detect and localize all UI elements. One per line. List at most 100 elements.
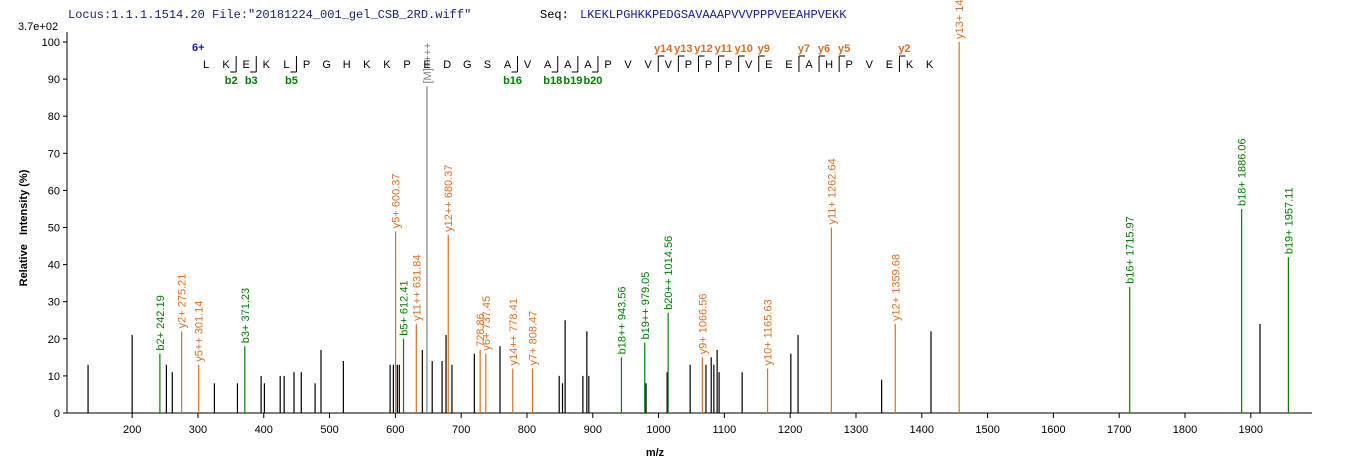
y-ion-label: y14 bbox=[654, 43, 673, 55]
x-tick-label: 1200 bbox=[778, 424, 802, 436]
residue: E bbox=[785, 59, 792, 71]
x-tick-label: 500 bbox=[320, 424, 338, 436]
scale-label: 3.7e+02 bbox=[18, 21, 58, 33]
x-tick-label: 1400 bbox=[910, 424, 934, 436]
residue: V bbox=[665, 59, 673, 71]
residue: L bbox=[283, 59, 289, 71]
x-tick-label: 600 bbox=[386, 424, 404, 436]
x-axis-label: m/z bbox=[646, 447, 665, 459]
y-tick-label: 90 bbox=[48, 74, 60, 86]
peak-label: b18+ 1886.06 bbox=[1237, 138, 1249, 206]
residue: V bbox=[866, 59, 874, 71]
peak-label: b3+ 371.23 bbox=[240, 288, 252, 343]
residue: K bbox=[363, 59, 371, 71]
x-tick-label: 200 bbox=[123, 424, 141, 436]
residue: V bbox=[645, 59, 653, 71]
residue: P bbox=[685, 59, 692, 71]
x-tick-label: 1000 bbox=[646, 424, 670, 436]
residue: K bbox=[926, 59, 934, 71]
y-tick-label: 70 bbox=[48, 148, 60, 160]
residue: V bbox=[624, 59, 632, 71]
y-ion-label: y7 bbox=[798, 43, 810, 55]
residue: A bbox=[805, 59, 813, 71]
x-tick-label: 900 bbox=[584, 424, 602, 436]
y-tick-label: 80 bbox=[48, 111, 60, 123]
y-ion-label: y6 bbox=[818, 43, 830, 55]
y-tick-label: 100 bbox=[42, 37, 60, 49]
residue: P bbox=[725, 59, 732, 71]
peak-label: y13+ 1456.80 bbox=[954, 0, 966, 39]
residue: P bbox=[846, 59, 853, 71]
x-tick-label: 1700 bbox=[1107, 424, 1131, 436]
residue: K bbox=[222, 59, 230, 71]
peak-label: y10+ 1165.63 bbox=[763, 299, 775, 365]
b-ion-label: b2 bbox=[225, 75, 238, 87]
residue: K bbox=[906, 59, 914, 71]
peak-label: b2+ 242.19 bbox=[155, 295, 167, 350]
residue: P bbox=[403, 59, 410, 71]
locus-text: Locus:1.1.1.1514.20 File:"20181224_001_g… bbox=[68, 8, 471, 22]
peak-label: y14++ 778.41 bbox=[508, 298, 520, 365]
y-ion-label: y10 bbox=[734, 43, 752, 55]
residue: K bbox=[383, 59, 391, 71]
y-axis-label: Relative Intensity (%) bbox=[18, 169, 30, 286]
peak-label: b19+ 1957.11 bbox=[1283, 187, 1295, 254]
residue: V bbox=[745, 59, 753, 71]
peak-label: [M]++++ bbox=[422, 43, 434, 84]
x-tick-label: 1800 bbox=[1173, 424, 1197, 436]
y-tick-label: 10 bbox=[48, 371, 60, 383]
x-tick-label: 800 bbox=[518, 424, 536, 436]
residue: P bbox=[705, 59, 712, 71]
y-tick-label: 20 bbox=[48, 334, 60, 346]
y-tick-label: 40 bbox=[48, 260, 60, 272]
peak-label: y12+ 1359.68 bbox=[890, 254, 902, 321]
b-ion-label: b5 bbox=[285, 75, 298, 87]
sequence-text: LKEKLPGHKKPEDGSAVAAAPVVVPPPVEEAHPVEKK bbox=[580, 8, 847, 22]
peak-label: b16+ 1715.97 bbox=[1125, 216, 1137, 284]
residue: A bbox=[564, 59, 572, 71]
residue: E bbox=[243, 59, 250, 71]
y-tick-label: 0 bbox=[54, 408, 60, 420]
residue: H bbox=[825, 59, 833, 71]
residue: E bbox=[765, 59, 772, 71]
x-tick-label: 1100 bbox=[713, 424, 737, 436]
peak-label: b18++ 943.56 bbox=[616, 286, 628, 354]
peak-label: b20++ 1014.56 bbox=[663, 236, 675, 310]
seq-label: Seq: bbox=[540, 8, 569, 22]
peak-label: y11+ 1262.64 bbox=[826, 158, 838, 224]
y-ion-label: y11 bbox=[715, 43, 733, 55]
y-ion-label: y5 bbox=[838, 43, 850, 55]
residue: L bbox=[203, 59, 209, 71]
peak-label: y5+ 600.37 bbox=[391, 173, 403, 228]
residue: A bbox=[504, 59, 512, 71]
peak-label: y11++ 631.84 bbox=[411, 254, 423, 320]
residue: A bbox=[584, 59, 592, 71]
charge-label: 6+ bbox=[192, 42, 205, 54]
peak-label: b5+ 612.41 bbox=[399, 280, 411, 335]
residue: E bbox=[423, 59, 430, 71]
peak-label: 728.86 bbox=[475, 313, 487, 347]
peak-label: b19++ 979.05 bbox=[640, 272, 652, 340]
x-tick-label: 1600 bbox=[1041, 424, 1065, 436]
x-tick-label: 1900 bbox=[1239, 424, 1263, 436]
y-ion-label: y12 bbox=[694, 43, 712, 55]
residue: H bbox=[343, 59, 351, 71]
peak-label: y6+ 737.45 bbox=[481, 296, 493, 351]
x-tick-label: 400 bbox=[255, 424, 273, 436]
b-ion-label: b3 bbox=[245, 75, 258, 87]
residue: A bbox=[544, 59, 552, 71]
peak-label: y5++ 301.14 bbox=[194, 301, 206, 362]
y-tick-label: 60 bbox=[48, 185, 60, 197]
b-ion-label: b19 bbox=[563, 75, 582, 87]
b-ion-label: b20 bbox=[583, 75, 602, 87]
y-tick-label: 30 bbox=[48, 297, 60, 309]
y-tick-label: 50 bbox=[48, 223, 60, 235]
residue: E bbox=[886, 59, 893, 71]
residue: G bbox=[322, 59, 331, 71]
y-ion-label: y13 bbox=[674, 43, 692, 55]
residue: S bbox=[484, 59, 491, 71]
x-tick-label: 700 bbox=[452, 424, 470, 436]
residue: V bbox=[524, 59, 532, 71]
b-ion-label: b18 bbox=[543, 75, 562, 87]
residue: P bbox=[604, 59, 611, 71]
